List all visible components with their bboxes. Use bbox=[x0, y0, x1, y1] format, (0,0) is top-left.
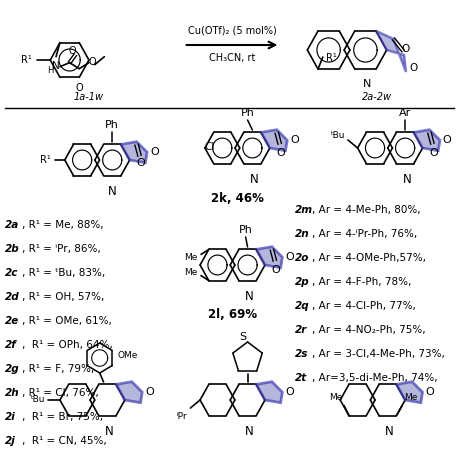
Text: N: N bbox=[105, 425, 114, 438]
Text: 2a-2w: 2a-2w bbox=[362, 92, 392, 102]
Text: Ph: Ph bbox=[239, 225, 253, 235]
Text: O: O bbox=[426, 387, 434, 397]
Polygon shape bbox=[121, 142, 147, 163]
Text: O: O bbox=[150, 147, 159, 157]
Text: 2g: 2g bbox=[5, 364, 19, 374]
Polygon shape bbox=[116, 382, 142, 403]
Text: O: O bbox=[89, 57, 97, 67]
Text: O: O bbox=[272, 264, 280, 275]
Polygon shape bbox=[261, 130, 287, 151]
Text: OMe: OMe bbox=[117, 350, 137, 359]
Text: , R¹ = ᵗBu, 83%,: , R¹ = ᵗBu, 83%, bbox=[22, 268, 106, 278]
Text: 2s: 2s bbox=[295, 349, 308, 359]
Text: , Ar = 4-Cl-Ph, 77%,: , Ar = 4-Cl-Ph, 77%, bbox=[312, 301, 416, 311]
Text: Me: Me bbox=[329, 392, 342, 401]
Text: 2a: 2a bbox=[5, 220, 19, 230]
Text: O: O bbox=[285, 387, 294, 397]
Text: 1a-1w: 1a-1w bbox=[74, 92, 104, 102]
Text: ,  R¹ = CN, 45%,: , R¹ = CN, 45%, bbox=[22, 436, 107, 446]
Text: , Ar=3,5-di-Me-Ph, 74%,: , Ar=3,5-di-Me-Ph, 74%, bbox=[312, 373, 438, 383]
Text: O: O bbox=[401, 44, 410, 54]
Text: , R¹ = F, 79%,: , R¹ = F, 79%, bbox=[22, 364, 94, 374]
Text: 2i: 2i bbox=[5, 412, 16, 422]
Text: , R¹ = OMe, 61%,: , R¹ = OMe, 61%, bbox=[22, 316, 112, 326]
Text: ,  R¹ = OPh, 64%,: , R¹ = OPh, 64%, bbox=[22, 340, 113, 350]
Text: 2b: 2b bbox=[5, 244, 19, 254]
Text: N: N bbox=[52, 61, 60, 71]
Text: 2l, 69%: 2l, 69% bbox=[209, 309, 257, 321]
Text: S: S bbox=[239, 332, 246, 342]
Text: , R¹ = Cl, 76%,: , R¹ = Cl, 76%, bbox=[22, 388, 99, 398]
Text: 2t: 2t bbox=[295, 373, 307, 383]
Text: , R¹ = ⁱPr, 86%,: , R¹ = ⁱPr, 86%, bbox=[22, 244, 101, 254]
Text: 2f: 2f bbox=[5, 340, 17, 350]
Text: Cl: Cl bbox=[205, 142, 215, 153]
Text: 2n: 2n bbox=[295, 229, 310, 239]
Text: R¹: R¹ bbox=[40, 155, 51, 165]
Text: 2j: 2j bbox=[5, 436, 16, 446]
Text: O: O bbox=[276, 148, 285, 158]
Text: ⁱPr: ⁱPr bbox=[177, 412, 188, 421]
Text: O: O bbox=[443, 135, 452, 145]
Text: , R¹ = Me, 88%,: , R¹ = Me, 88%, bbox=[22, 220, 104, 230]
Text: O: O bbox=[145, 387, 154, 397]
Text: O: O bbox=[429, 148, 438, 158]
Text: 2q: 2q bbox=[295, 301, 310, 311]
Text: , Ar = 4-NO₂-Ph, 75%,: , Ar = 4-NO₂-Ph, 75%, bbox=[312, 325, 426, 335]
Text: Me: Me bbox=[184, 253, 197, 262]
Text: Ar: Ar bbox=[399, 108, 411, 118]
Text: O: O bbox=[290, 135, 299, 145]
Text: 2e: 2e bbox=[5, 316, 19, 326]
Text: N: N bbox=[245, 425, 254, 438]
Polygon shape bbox=[256, 382, 283, 403]
Text: N: N bbox=[245, 290, 254, 303]
Text: , Ar = 4-F-Ph, 78%,: , Ar = 4-F-Ph, 78%, bbox=[312, 277, 411, 287]
Text: , Ar = 4-ⁱPr-Ph, 76%,: , Ar = 4-ⁱPr-Ph, 76%, bbox=[312, 229, 418, 239]
Text: O: O bbox=[285, 252, 294, 262]
Polygon shape bbox=[256, 246, 283, 268]
Text: 2o: 2o bbox=[295, 253, 309, 263]
Polygon shape bbox=[376, 31, 406, 72]
Text: 2k, 46%: 2k, 46% bbox=[211, 191, 264, 204]
Text: H: H bbox=[47, 66, 54, 75]
Text: ᵗBu: ᵗBu bbox=[330, 131, 345, 140]
Text: , Ar = 3-Cl,4-Me-Ph, 73%,: , Ar = 3-Cl,4-Me-Ph, 73%, bbox=[312, 349, 445, 359]
Text: N: N bbox=[250, 173, 259, 186]
Text: , Ar = 4-OMe-Ph,57%,: , Ar = 4-OMe-Ph,57%, bbox=[312, 253, 426, 263]
Text: Me: Me bbox=[404, 392, 418, 401]
Text: O: O bbox=[69, 46, 76, 55]
Text: CH₃CN, rt: CH₃CN, rt bbox=[209, 53, 255, 63]
Text: N: N bbox=[108, 185, 117, 198]
Text: Ph: Ph bbox=[105, 120, 119, 130]
Text: Cu(OTf)₂ (5 mol%): Cu(OTf)₂ (5 mol%) bbox=[188, 25, 276, 35]
Text: 2p: 2p bbox=[295, 277, 310, 287]
Polygon shape bbox=[396, 382, 422, 403]
Text: , Ar = 4-Me-Ph, 80%,: , Ar = 4-Me-Ph, 80%, bbox=[312, 205, 421, 215]
Text: ᵗBu: ᵗBu bbox=[31, 395, 46, 404]
Text: O: O bbox=[75, 83, 83, 93]
Text: N: N bbox=[363, 79, 372, 89]
Text: O: O bbox=[136, 158, 145, 168]
Text: , R¹ = OH, 57%,: , R¹ = OH, 57%, bbox=[22, 292, 105, 302]
Text: 2m: 2m bbox=[295, 205, 313, 215]
Text: R¹: R¹ bbox=[326, 53, 337, 63]
Text: 2d: 2d bbox=[5, 292, 19, 302]
Text: Ph: Ph bbox=[241, 108, 255, 118]
Text: R¹: R¹ bbox=[21, 55, 32, 65]
Text: O: O bbox=[409, 63, 417, 73]
Text: N: N bbox=[385, 425, 394, 438]
Text: 2h: 2h bbox=[5, 388, 19, 398]
Polygon shape bbox=[414, 130, 440, 151]
Text: ,  R¹ = Br, 75%,: , R¹ = Br, 75%, bbox=[22, 412, 103, 422]
Text: N: N bbox=[403, 173, 411, 186]
Text: 2c: 2c bbox=[5, 268, 18, 278]
Text: 2r: 2r bbox=[295, 325, 307, 335]
Text: Me: Me bbox=[184, 268, 197, 277]
